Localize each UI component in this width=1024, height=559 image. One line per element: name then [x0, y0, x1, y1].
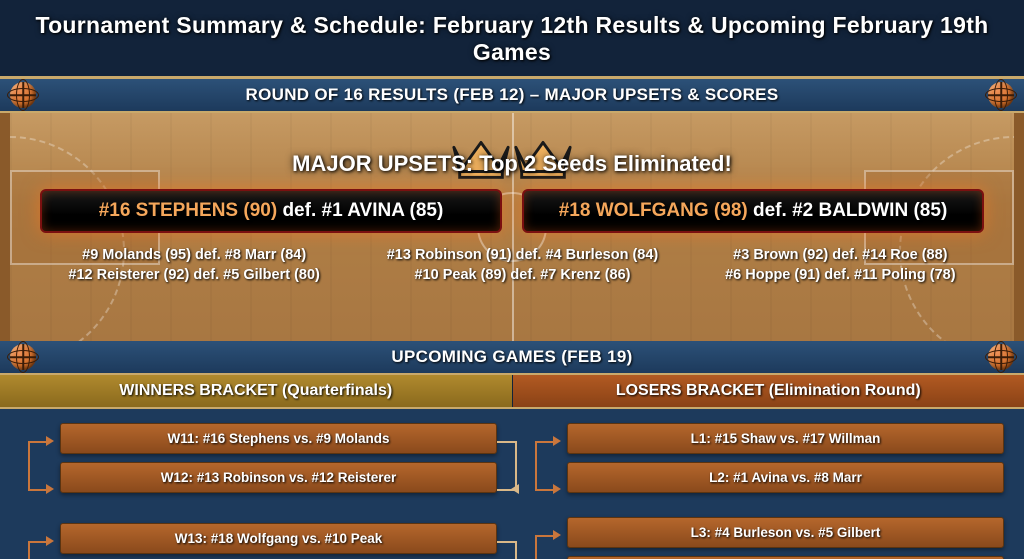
basketball-icon-left [10, 82, 36, 108]
losers-bracket-header: LOSERS BRACKET (Elimination Round) [513, 375, 1024, 407]
upset-match-0: #16 STEPHENS (90) def. #1 AVINA (85) [40, 189, 502, 233]
other-results-col-0: #9 Molands (95) def. #8 Marr (84) #12 Re… [68, 247, 319, 283]
brackets-body: W11: #16 Stephens vs. #9 Molands W12: #1… [0, 409, 1024, 559]
winners-group-2: W13: #18 Wolfgang vs. #10 Peak W14: #3 B… [20, 523, 497, 559]
page-title: Tournament Summary & Schedule: February … [0, 0, 1024, 79]
losers-group-1: L1: #15 Shaw vs. #17 Willman L2: #1 Avin… [527, 423, 1004, 503]
match-l2[interactable]: L2: #1 Avina vs. #8 Marr [567, 462, 1004, 493]
results-panel: MAJOR UPSETS: Top 2 Seeds Eliminated! #1… [0, 113, 1024, 341]
winners-bracket-header: WINNERS BRACKET (Quarterfinals) [0, 375, 513, 407]
winners-group-1: W11: #16 Stephens vs. #9 Molands W12: #1… [20, 423, 497, 503]
other-results-col-1: #13 Robinson (91) def. #4 Burleson (84) … [387, 247, 659, 283]
losers-bracket-column: L1: #15 Shaw vs. #17 Willman L2: #1 Avin… [527, 423, 1004, 559]
results-section-header: ROUND OF 16 RESULTS (FEB 12) – MAJOR UPS… [0, 79, 1024, 113]
upcoming-section-header: UPCOMING GAMES (FEB 19) [0, 341, 1024, 375]
upcoming-panel: WINNERS BRACKET (Quarterfinals) LOSERS B… [0, 375, 1024, 559]
bracket-headers: WINNERS BRACKET (Quarterfinals) LOSERS B… [0, 375, 1024, 409]
match-l1[interactable]: L1: #15 Shaw vs. #17 Willman [567, 423, 1004, 454]
other-results-grid: #9 Molands (95) def. #8 Marr (84) #12 Re… [35, 247, 989, 283]
match-w11[interactable]: W11: #16 Stephens vs. #9 Molands [60, 423, 497, 454]
basketball-icon-right [988, 82, 1014, 108]
upset-match-1: #18 WOLFGANG (98) def. #2 BALDWIN (85) [522, 189, 984, 233]
basketball-icon-right-2 [988, 344, 1014, 370]
other-results-col-2: #3 Brown (92) def. #14 Roe (88) #6 Hoppe… [725, 247, 955, 283]
upsets-title: MAJOR UPSETS: Top 2 Seeds Eliminated! [10, 113, 1014, 177]
tournament-summary-page: Tournament Summary & Schedule: February … [0, 0, 1024, 559]
basketball-icon-left-2 [10, 344, 36, 370]
match-w13[interactable]: W13: #18 Wolfgang vs. #10 Peak [60, 523, 497, 554]
upset-matches-row: #16 STEPHENS (90) def. #1 AVINA (85) #18… [40, 189, 984, 233]
winners-bracket-column: W11: #16 Stephens vs. #9 Molands W12: #1… [20, 423, 497, 559]
losers-group-2: L3: #4 Burleson vs. #5 Gilbert L4: #2 Ba… [527, 517, 1004, 559]
match-w12[interactable]: W12: #13 Robinson vs. #12 Reisterer [60, 462, 497, 493]
match-l3[interactable]: L3: #4 Burleson vs. #5 Gilbert [567, 517, 1004, 548]
